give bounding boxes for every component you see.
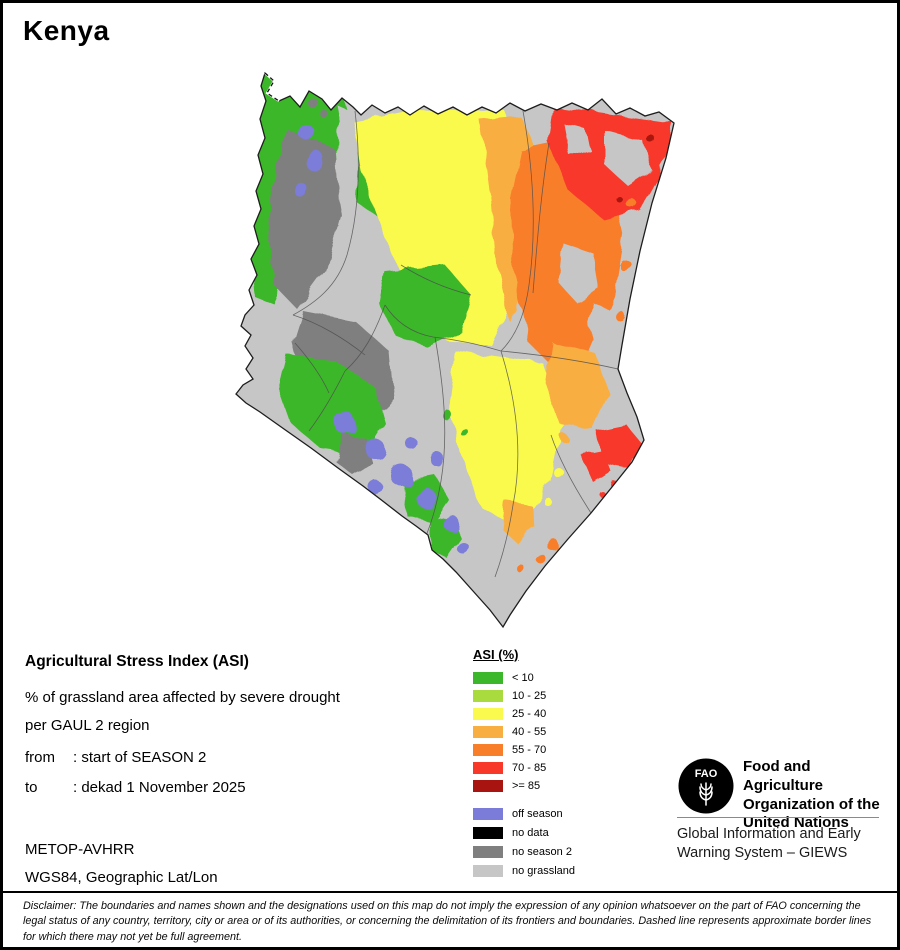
- legend-label: 40 - 55: [512, 726, 547, 738]
- period-to-row: to : dekad 1 November 2025: [25, 779, 246, 796]
- legend-label: < 10: [512, 672, 534, 684]
- fao-logo-text: FAO: [695, 768, 718, 780]
- legend: ASI (%) < 10 10 - 25 25 - 40 40 - 55 55 …: [473, 647, 623, 880]
- legend-swatch-lt10: [473, 672, 503, 684]
- legend-swatch-no-grassland: [473, 864, 503, 877]
- period-from-row: from : start of SEASON 2: [25, 749, 206, 766]
- legend-item: off season: [473, 804, 623, 823]
- disclaimer-separator: [3, 891, 897, 893]
- legend-item: no grassland: [473, 861, 623, 880]
- legend-label: no grassland: [512, 864, 575, 877]
- org-divider: [677, 817, 879, 818]
- legend-label: no data: [512, 826, 549, 839]
- fao-name: Food and Agriculture Organization of the…: [743, 758, 880, 832]
- legend-item: 25 - 40: [473, 705, 623, 723]
- legend-item: no season 2: [473, 842, 623, 861]
- legend-label: 55 - 70: [512, 744, 547, 756]
- admin-boundaries: [292, 110, 619, 578]
- legend-swatch-55-70: [473, 744, 503, 756]
- dashed-border-mask: [264, 72, 280, 102]
- sensor-name: METOP-AVHRR: [25, 841, 135, 858]
- disclaimer-text: Disclaimer: The boundaries and names sho…: [23, 900, 872, 943]
- kenya-outline: [235, 71, 675, 629]
- fao-logo-icon: FAO: [678, 758, 734, 814]
- legend-swatch-40-55: [473, 726, 503, 738]
- legend-swatch-70-85: [473, 762, 503, 774]
- kenya-asi-map: [235, 71, 675, 629]
- legend-item: 55 - 70: [473, 741, 623, 759]
- legend-label: off season: [512, 807, 563, 820]
- legend-swatch-10-25: [473, 690, 503, 702]
- legend-label: 70 - 85: [512, 762, 547, 774]
- to-label: to: [25, 779, 38, 796]
- legend-swatch-ge85: [473, 780, 503, 792]
- asi-subtitle-2: per GAUL 2 region: [25, 717, 150, 734]
- from-label: from: [25, 749, 55, 766]
- from-value: : start of SEASON 2: [73, 749, 207, 766]
- asi-heading: Agricultural Stress Index (ASI): [25, 653, 249, 670]
- to-value: : dekad 1 November 2025: [73, 779, 246, 796]
- legend-item: 70 - 85: [473, 759, 623, 777]
- legend-label: 25 - 40: [512, 708, 547, 720]
- legend-swatch-no-data: [473, 826, 503, 839]
- legend-label: 10 - 25: [512, 690, 547, 702]
- legend-label: >= 85: [512, 780, 541, 792]
- legend-swatch-off-season: [473, 807, 503, 820]
- projection-name: WGS84, Geographic Lat/Lon: [25, 869, 218, 886]
- legend-label: no season 2: [512, 845, 572, 858]
- legend-item: 10 - 25: [473, 687, 623, 705]
- legend-item: no data: [473, 823, 623, 842]
- legend-gap: [473, 795, 623, 804]
- legend-title: ASI (%): [473, 647, 519, 662]
- legend-swatch-25-40: [473, 708, 503, 720]
- page-title: Kenya: [23, 15, 110, 46]
- wheat-icon: [699, 782, 713, 806]
- map-fill: [236, 73, 674, 627]
- asi-region-blobs: [247, 73, 674, 575]
- legend-item: 40 - 55: [473, 723, 623, 741]
- giews-name: Global Information and Early Warning Sys…: [677, 826, 861, 861]
- asi-subtitle-1: % of grassland area affected by severe d…: [25, 689, 340, 706]
- legend-swatch-no-season-2: [473, 845, 503, 858]
- legend-item: >= 85: [473, 777, 623, 795]
- legend-item: < 10: [473, 669, 623, 687]
